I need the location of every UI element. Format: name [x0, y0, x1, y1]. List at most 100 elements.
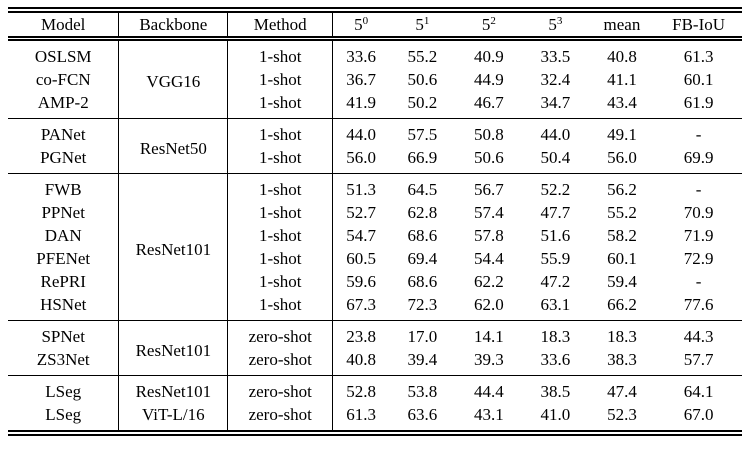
score-cell: 41.9: [332, 91, 390, 119]
table-row: AMP-2 1-shot 41.9 50.2 46.7 34.7 43.4 61.9: [8, 91, 742, 119]
score-cell: 60.1: [607, 249, 637, 268]
method-cell: 1-shot: [227, 38, 333, 68]
model-cell: LSeg: [45, 405, 82, 424]
method-cell: zero-shot: [227, 403, 333, 433]
score-cell: 41.1: [607, 70, 637, 89]
table-row: DAN 1-shot 54.7 68.6 57.8 51.6 58.2 71.9: [8, 224, 742, 247]
score-cell: 71.9: [683, 226, 714, 245]
table-row: HSNet 1-shot 67.3 72.3 62.0 63.1 66.2 77.6: [8, 293, 742, 321]
score-cell: 23.8: [332, 320, 390, 348]
row-group-4: SPNet ResNet101 zero-shot 23.8 17.0 14.1 18.3 1…: [8, 320, 742, 376]
score-cell: 70.9: [683, 203, 714, 222]
score-cell: 33.6: [332, 38, 390, 68]
header-cell-fold-3: 53: [522, 10, 589, 41]
score-cell: 52.7: [332, 201, 390, 224]
model-cell: LSeg: [8, 375, 119, 403]
results-table: Model Backbone Method 50 51 52 53 mean FB-IoU OS…: [8, 7, 742, 436]
header-cell-method: Method: [227, 10, 333, 41]
score-cell: 64.5: [389, 173, 456, 201]
score-cell: 52.3: [607, 405, 637, 424]
score-cell: 62.2: [474, 272, 504, 291]
score-cell: 62.0: [474, 295, 504, 314]
score-cell: 68.6: [407, 226, 438, 245]
table-row: PFENet 1-shot 60.5 69.4 54.4 55.9 60.1 72.9: [8, 247, 742, 270]
model-cell: DAN: [44, 226, 82, 245]
score-cell: 40.8: [332, 348, 390, 376]
score-cell: 43.4: [607, 93, 637, 112]
score-cell: 51.3: [332, 173, 390, 201]
header-cell-fold-0: 50: [332, 10, 390, 41]
score-cell: 44.4: [455, 375, 523, 403]
score-cell: 18.3: [588, 320, 656, 348]
score-cell: 64.1: [655, 375, 742, 403]
table-row: ZS3Net zero-shot 40.8 39.4 39.3 33.6 38.3 57.7: [8, 348, 742, 376]
score-cell: 32.4: [540, 70, 571, 89]
score-cell: -: [695, 272, 702, 291]
score-cell: 59.4: [607, 272, 637, 291]
header-cell-model: Model: [8, 10, 119, 41]
fold-label-base: 5: [354, 15, 363, 34]
backbone-cell: ViT-L/16: [118, 403, 228, 433]
header-cell-fold-1: 51: [389, 10, 456, 41]
score-cell: 39.4: [407, 350, 438, 369]
score-cell: 67.3: [332, 293, 390, 321]
model-cell: PANet: [8, 118, 119, 146]
score-cell: 41.0: [540, 405, 571, 424]
method-cell: 1-shot: [227, 173, 333, 201]
table-header: Model Backbone Method 50 51 52 53 mean FB-IoU: [8, 10, 742, 41]
score-cell: 57.5: [389, 118, 456, 146]
backbone-cell: ResNet101: [118, 173, 228, 321]
score-cell: 56.7: [455, 173, 523, 201]
score-cell: 18.3: [522, 320, 589, 348]
score-cell: 33.6: [540, 350, 571, 369]
score-cell: 69.9: [683, 148, 714, 167]
table-row: RePRI 1-shot 59.6 68.6 62.2 47.2 59.4 -: [8, 270, 742, 293]
score-cell: 53.8: [389, 375, 456, 403]
score-cell: 66.2: [607, 295, 637, 314]
score-cell: 44.9: [474, 70, 504, 89]
score-cell: 50.8: [455, 118, 523, 146]
method-cell: 1-shot: [227, 201, 333, 224]
model-cell: FWB: [8, 173, 119, 201]
score-cell: 44.0: [522, 118, 589, 146]
model-cell: RePRI: [40, 272, 86, 291]
score-cell: 33.5: [522, 38, 589, 68]
fold-label-base: 5: [548, 15, 557, 34]
score-cell: 50.4: [540, 148, 571, 167]
header-cell-backbone: Backbone: [118, 10, 228, 41]
row-group-2: PANet ResNet50 1-shot 44.0 57.5 50.8 44.0 49.1-…: [8, 118, 742, 174]
score-cell: 72.3: [407, 295, 438, 314]
score-cell: 39.3: [474, 350, 504, 369]
score-cell: 63.6: [407, 405, 438, 424]
score-cell: 17.0: [389, 320, 456, 348]
score-cell: 60.1: [683, 70, 714, 89]
score-cell: 66.9: [407, 148, 438, 167]
row-group-1: OSLSM VGG16 1-shot 33.6 55.2 40.9 33.5 40.8 61.3…: [8, 38, 742, 119]
model-cell: HSNet: [40, 295, 87, 314]
fold-label-sup: 3: [556, 15, 563, 27]
method-cell: 1-shot: [227, 270, 333, 293]
score-cell: 44.3: [655, 320, 742, 348]
method-cell: 1-shot: [227, 146, 333, 174]
score-cell: -: [655, 118, 742, 146]
method-cell: 1-shot: [227, 247, 333, 270]
score-cell: 49.1: [588, 118, 656, 146]
row-group-5: LSeg ResNet101 zero-shot 52.8 53.8 44.4 38.5 47…: [8, 375, 742, 433]
method-cell: zero-shot: [227, 320, 333, 348]
score-cell: 57.8: [474, 226, 504, 245]
model-cell: SPNet: [8, 320, 119, 348]
table-row: PANet ResNet50 1-shot 44.0 57.5 50.8 44.0 49.1-: [8, 118, 742, 174]
score-cell: 62.8: [407, 203, 438, 222]
fold-label-sup: 2: [490, 15, 496, 27]
score-cell: 60.5: [332, 247, 390, 270]
table-row: OSLSM VGG16 1-shot 33.6 55.2 40.9 33.5 40.8 61.3: [8, 38, 742, 119]
score-cell: 55.2: [607, 203, 637, 222]
table-row: FWB ResNet101 1-shot 51.3 64.5 56.7 52.2 56.2-: [8, 173, 742, 321]
score-cell: 51.6: [540, 226, 571, 245]
fold-label-sup: 1: [423, 15, 430, 27]
method-cell: zero-shot: [227, 375, 333, 403]
score-cell: 55.2: [389, 38, 456, 68]
table-row: PGNet 1-shot 56.0 66.9 50.6 50.4 56.0 69.9: [8, 146, 742, 174]
method-cell: 1-shot: [227, 91, 333, 119]
table-row: PPNet 1-shot 52.7 62.8 57.4 47.7 55.2 70.9: [8, 201, 742, 224]
